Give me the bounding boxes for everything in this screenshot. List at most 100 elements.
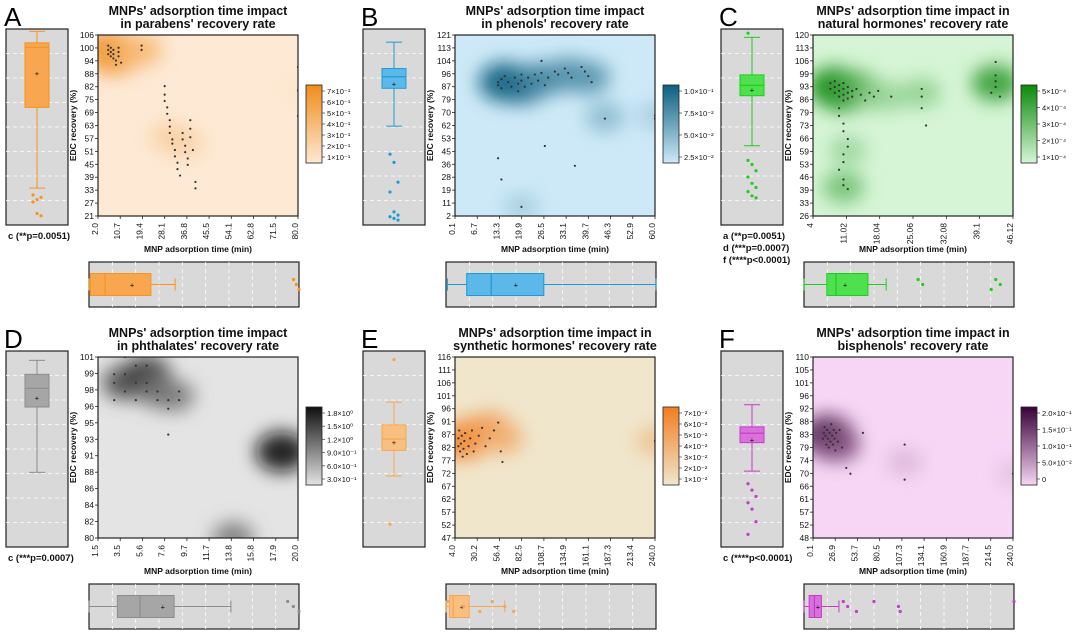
data-point (547, 76, 550, 79)
x-tick-label: 213.4 (625, 545, 635, 567)
data-point (184, 151, 187, 154)
hbox-outlier (841, 599, 845, 604)
y-tick-label: 101 (437, 391, 451, 401)
data-point (587, 74, 590, 78)
data-point (181, 138, 184, 141)
y-tick-label: 99 (85, 368, 95, 378)
data-point (543, 84, 546, 87)
x-tick-label: 56.4 (491, 545, 501, 562)
y-axis-label: EDC recovery (%) (783, 90, 793, 162)
x-tick-label: 45.5 (201, 223, 211, 240)
data-point (459, 442, 463, 445)
data-point (171, 138, 174, 141)
colorbar (1020, 406, 1038, 486)
heatmap-density (813, 60, 1013, 204)
x-tick-label: 11.02 (838, 223, 848, 244)
data-point (163, 85, 166, 88)
data-point (186, 163, 189, 166)
y-tick-label: 70 (442, 108, 452, 118)
colorbar-tick-label: 1×10⁻⁴ (1042, 153, 1066, 162)
x-tick-label: 36.8 (179, 223, 189, 240)
heatmap-hotspot (481, 422, 524, 455)
y-tick-label: 66 (800, 481, 810, 491)
data-point (834, 449, 837, 452)
data-point (173, 148, 177, 152)
hbox-outlier (898, 609, 902, 614)
data-point (537, 79, 540, 82)
y-tick-label: 2 (446, 211, 451, 221)
vbox-mean-marker: + (392, 79, 397, 88)
panel-title-line: in phenols' recovery rate (481, 17, 629, 31)
data-point (178, 174, 182, 177)
y-tick-label: 86 (800, 95, 810, 105)
data-point (119, 61, 123, 64)
data-point (842, 99, 845, 102)
data-point (168, 131, 171, 135)
data-point (830, 423, 833, 426)
vbox-outlier (746, 175, 750, 179)
data-point (457, 445, 460, 448)
x-tick-label: 19.4 (134, 223, 144, 240)
y-tick-label: 104 (437, 56, 451, 66)
y-tick-label: 84 (85, 500, 95, 510)
data-point (831, 443, 835, 446)
data-point (457, 437, 460, 440)
hbox-iqr-box (466, 273, 545, 296)
colorbar-tick-label: 3×10⁻¹ (327, 131, 351, 140)
colorbar-tick-label: 1×10⁻¹ (327, 153, 351, 162)
heatmap-density (98, 35, 298, 190)
hbox-iqr-box (116, 595, 175, 618)
data-point (477, 434, 480, 437)
data-point (842, 93, 845, 96)
data-point (573, 164, 576, 167)
panel-bisphenols: F MNPs' adsorption time impact inbispheno… (719, 324, 1072, 630)
x-tick-label: 1.5 (90, 545, 100, 557)
x-tick-label: 46.12 (1005, 223, 1015, 245)
hbox-outlier (998, 282, 1002, 287)
data-point (835, 431, 838, 435)
data-point (123, 390, 127, 393)
x-tick-label: 80.5 (872, 545, 882, 562)
x-tick-label: 46.3 (603, 223, 613, 240)
data-point (134, 364, 137, 367)
data-point (168, 119, 171, 122)
y-tick-label: 45 (442, 146, 452, 156)
y-tick-label: 33 (800, 198, 810, 208)
y-axis-label: EDC recovery (%) (68, 90, 78, 162)
panel-natural-hormones: C MNPs' adsorption time impact innatural … (719, 2, 1066, 308)
y-tick-label: 116 (437, 352, 451, 362)
data-point (846, 91, 849, 94)
colorbar-tick-label: 4×10⁻² (684, 442, 708, 451)
hbox-mean-marker: + (514, 281, 519, 290)
stat-annotation: d (***p=0.0007) (723, 243, 789, 254)
hbox-outlier (854, 609, 859, 614)
y-tick-label: 120 (795, 30, 809, 40)
heatmap-density (455, 412, 655, 464)
y-tick-label: 57 (85, 133, 95, 143)
vbox-outlier (392, 357, 396, 362)
panel-title-line: synthetic hormones' recovery rate (453, 339, 657, 353)
data-point (492, 429, 496, 432)
x-tick-label: 161.1 (580, 545, 590, 567)
vbox-mean-marker: + (35, 394, 40, 403)
data-point (832, 428, 835, 432)
data-point (500, 178, 503, 181)
x-tick-label: 30.2 (469, 545, 479, 562)
x-tick-label: 9.7 (179, 545, 189, 557)
y-tick-label: 99 (800, 69, 810, 79)
data-point (842, 160, 845, 164)
data-point (523, 85, 526, 88)
data-point (517, 90, 520, 93)
heatmap-density (813, 415, 1013, 487)
x-axis-label: MNP adsorption time (min) (144, 244, 252, 254)
data-point (499, 450, 502, 453)
hbox-outlier (462, 604, 466, 609)
data-point (837, 168, 841, 171)
hbox-outlier (297, 609, 301, 614)
heatmap-hotspot (887, 448, 923, 476)
x-tick-label: 17.9 (268, 545, 278, 562)
colorbar-tick-label: 7.5×10⁻² (684, 109, 714, 118)
data-point (590, 81, 593, 84)
